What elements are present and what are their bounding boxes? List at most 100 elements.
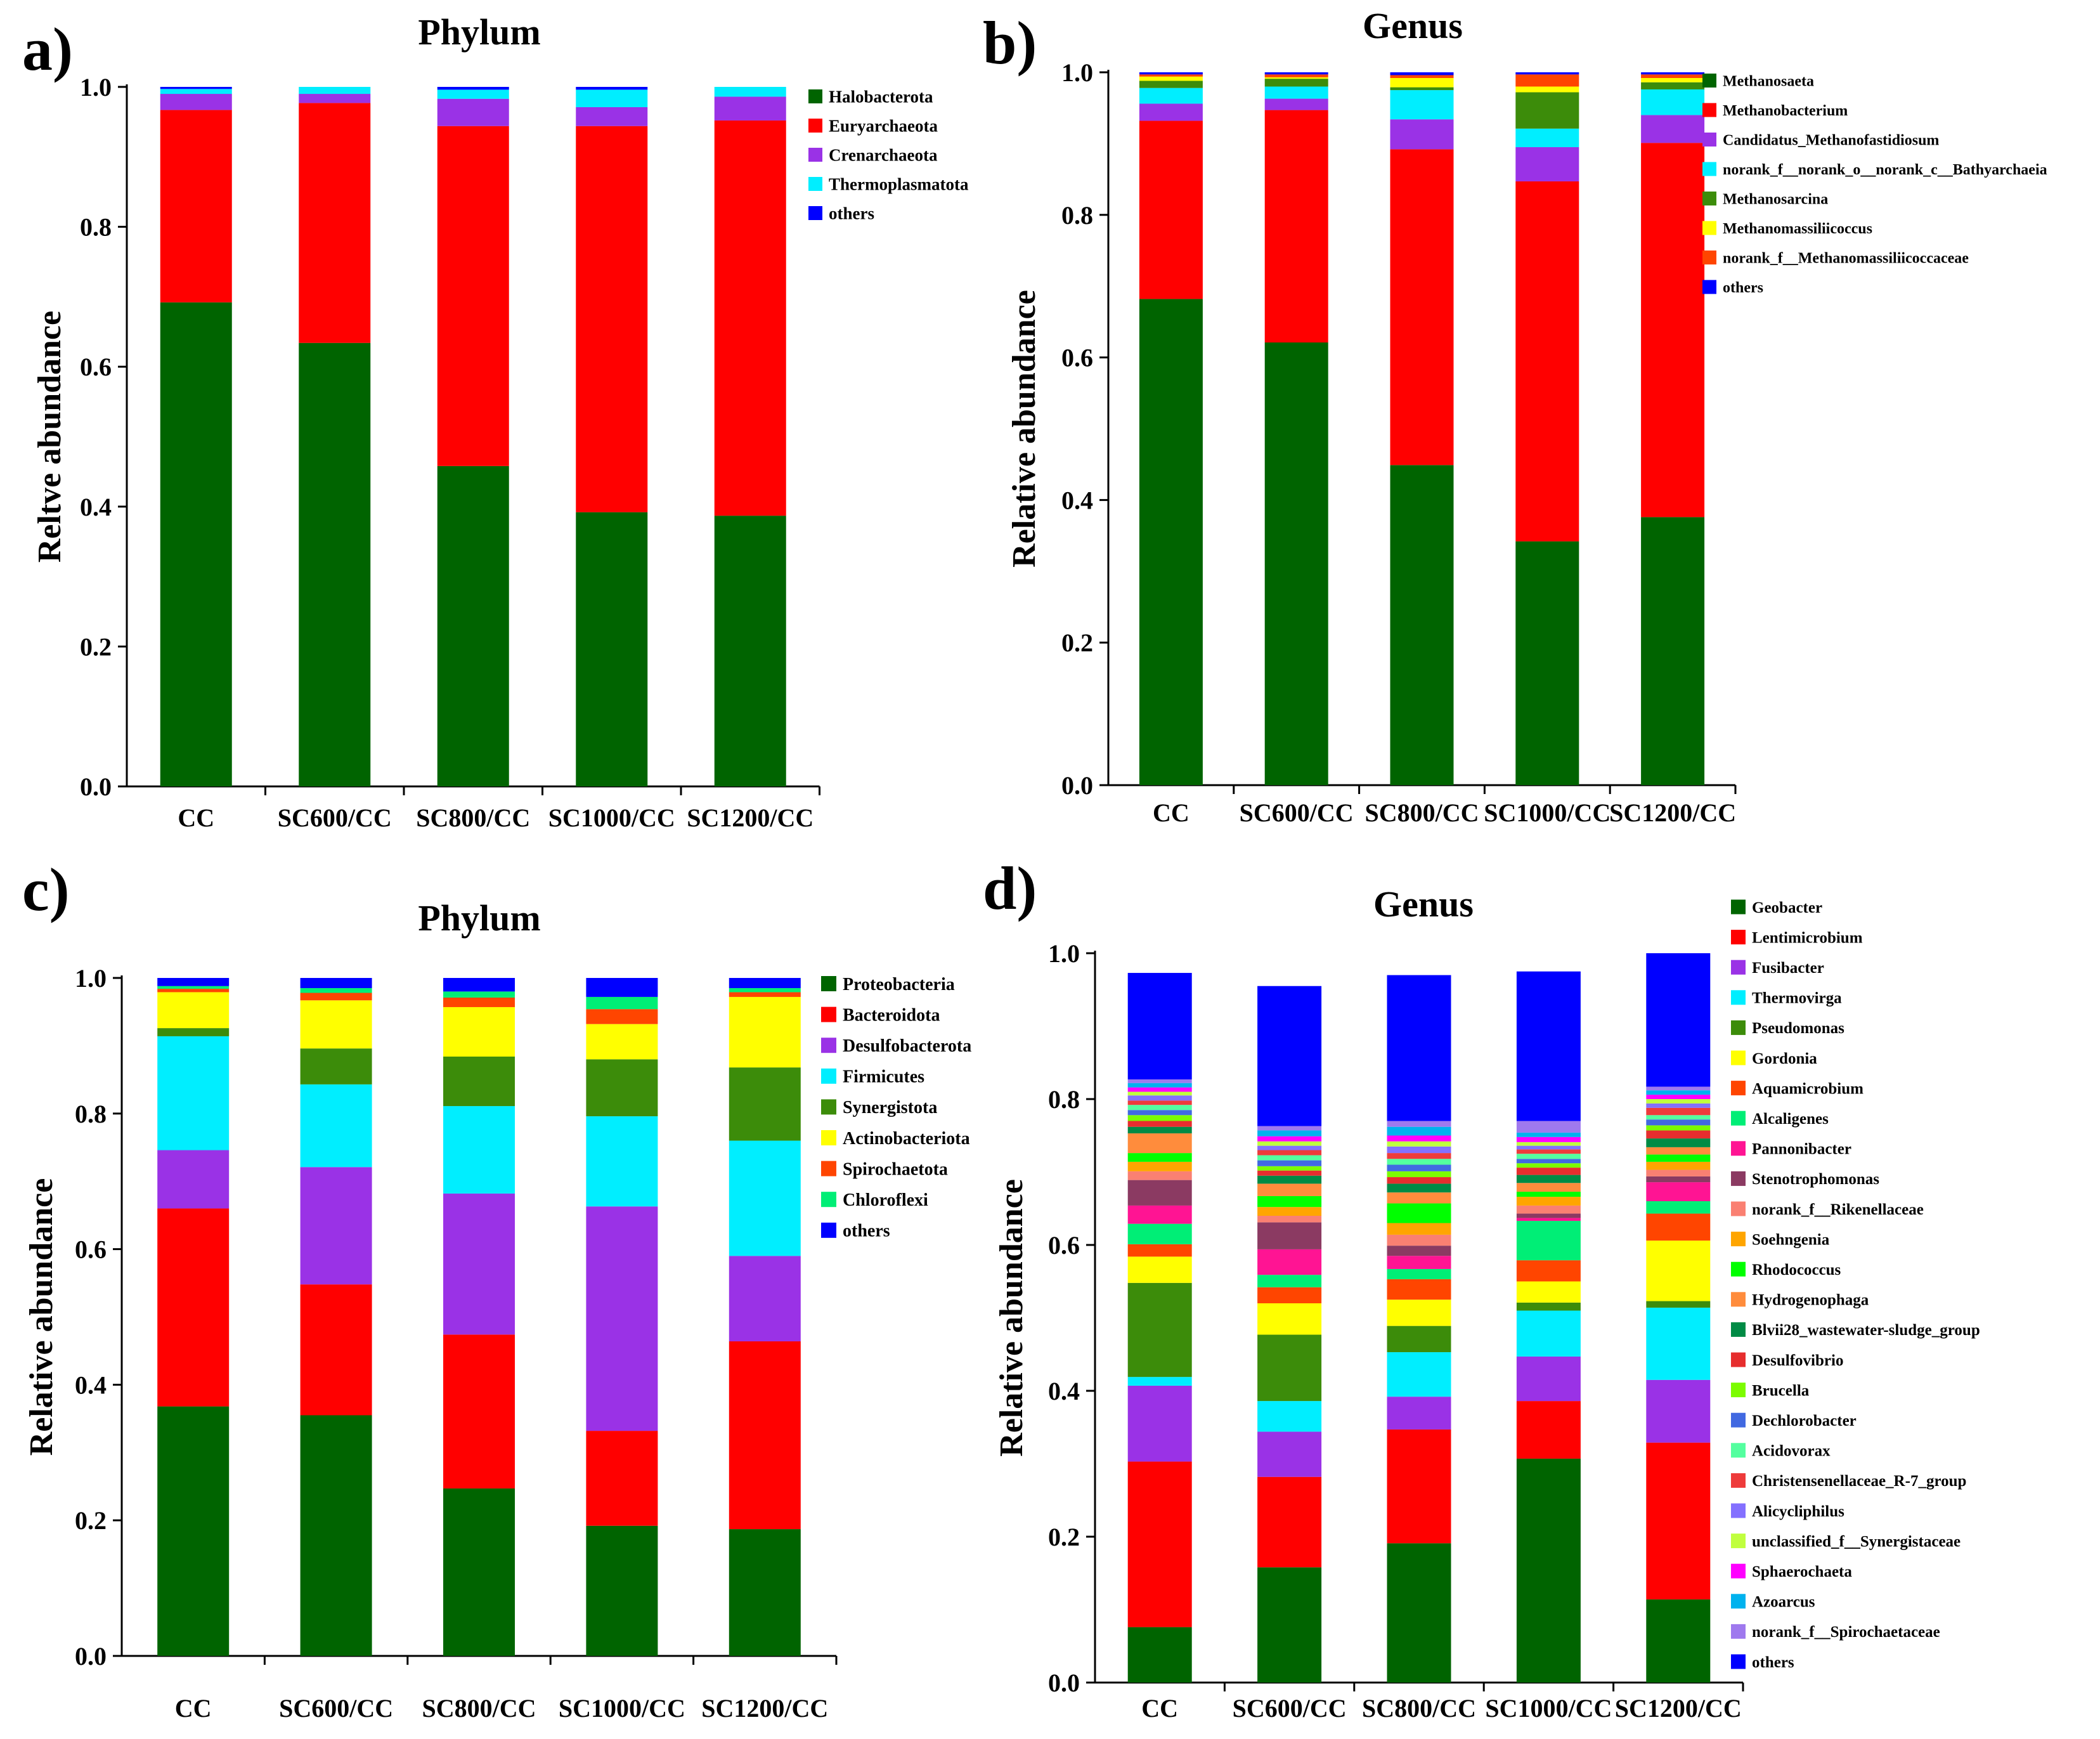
y-tick-label: 0.8 <box>80 213 112 242</box>
y-tick-label: 0.4 <box>80 493 112 521</box>
x-tick-label: SC600/CC <box>1233 1694 1347 1723</box>
legend-swatch <box>1731 1261 1746 1277</box>
bar-segment <box>1646 1599 1711 1683</box>
x-tick-label: CC <box>175 1694 212 1723</box>
bar-segment <box>1646 1201 1711 1214</box>
legend-label: Rhodococcus <box>1752 1261 1841 1279</box>
bar-segment <box>586 978 658 997</box>
bar-segment <box>1387 1325 1451 1353</box>
bar-segment <box>160 87 232 89</box>
bar-segment <box>1127 1461 1192 1627</box>
bar-segment <box>1646 1103 1711 1108</box>
bar-segment <box>714 120 786 516</box>
bar-segment <box>1516 1205 1581 1214</box>
bar-segment <box>1127 973 1192 1079</box>
bar-segment <box>729 978 801 989</box>
legend-label: Dechlorobacter <box>1752 1412 1857 1430</box>
bar-segment <box>437 126 509 466</box>
bar-segment <box>1516 1310 1581 1357</box>
bar-segment <box>1387 1299 1451 1326</box>
legend-swatch <box>1731 1654 1746 1669</box>
bar-segment <box>1127 1161 1192 1171</box>
bar-segment <box>586 1431 658 1526</box>
bar-segment <box>729 1067 801 1141</box>
bar-segment <box>1387 1121 1451 1127</box>
bar-segment <box>1139 74 1203 77</box>
bar-segment <box>1516 1213 1581 1218</box>
bar-segment <box>157 978 230 986</box>
legend-label: Lentimicrobium <box>1752 929 1863 946</box>
legend-swatch <box>1702 74 1716 88</box>
bar-segment <box>1516 971 1581 1121</box>
bar-segment <box>729 988 801 993</box>
bar-segment <box>443 1006 515 1057</box>
bar-segment <box>1515 147 1579 181</box>
bar-segment <box>1515 181 1579 542</box>
bar-segment <box>586 1525 658 1656</box>
bar-segment <box>160 89 232 94</box>
bar-segment <box>1387 1141 1451 1147</box>
legend-swatch <box>1731 1503 1746 1518</box>
bar-segment <box>1646 1169 1711 1176</box>
bar-segment <box>1387 1135 1451 1142</box>
legend-swatch <box>1702 103 1716 117</box>
bar-segment <box>1516 1281 1581 1303</box>
bar-segment <box>1390 90 1454 120</box>
bar-segment <box>1641 143 1705 518</box>
x-tick-label: CC <box>1153 798 1189 827</box>
bar-segment <box>1515 86 1579 93</box>
bar-segment <box>1264 342 1328 785</box>
bar-segment <box>1516 1175 1581 1183</box>
bar-segment <box>586 1009 658 1024</box>
x-tick-label: SC1200/CC <box>1615 1694 1742 1723</box>
bar-segment <box>1646 1213 1711 1241</box>
legend-swatch <box>821 976 836 991</box>
bar-segment <box>1139 103 1203 121</box>
legend-label: norank_f__Spirochaetaceae <box>1752 1624 1940 1641</box>
bar-segment <box>1257 1160 1322 1166</box>
bar-segment <box>576 126 648 512</box>
bar-segment <box>1257 1476 1322 1568</box>
bar-segment <box>714 516 786 786</box>
y-tick-label: 0.2 <box>75 1506 107 1535</box>
bar-segment <box>1516 1154 1581 1159</box>
bar-segment <box>1127 1083 1192 1088</box>
bar-segment <box>1390 465 1454 785</box>
legend-swatch <box>1731 960 1746 975</box>
bar-segment <box>160 110 232 303</box>
bar-segment <box>300 1167 372 1285</box>
x-tick-label: SC600/CC <box>1240 798 1354 827</box>
legend-label: Alicycliphilus <box>1752 1503 1844 1520</box>
bar-segment <box>1387 1171 1451 1178</box>
bar-segment <box>1387 1126 1451 1136</box>
bar-segment <box>157 992 230 1029</box>
bar-segment <box>1641 82 1705 89</box>
bar-segment <box>1387 1153 1451 1159</box>
legend-swatch <box>1731 1081 1746 1096</box>
bar-segment <box>437 98 509 126</box>
bar-segment <box>300 1084 372 1168</box>
bar-segment <box>299 94 371 103</box>
bar-segment <box>1646 1182 1711 1201</box>
bar-segment <box>1257 1195 1322 1208</box>
bar-segment <box>576 89 648 107</box>
legend-swatch <box>1702 280 1716 294</box>
legend-label: Christensenellaceae_R-7_group <box>1752 1473 1966 1490</box>
legend-label: Soehngenia <box>1752 1231 1830 1248</box>
bar-segment <box>1646 1307 1711 1380</box>
legend-label: Methanosaeta <box>1723 73 1814 89</box>
y-tick-label: 0.0 <box>80 772 112 801</box>
bar-segment <box>1387 1429 1451 1544</box>
legend-swatch <box>808 177 822 191</box>
legend-swatch <box>1731 1563 1746 1579</box>
legend-swatch <box>1731 1534 1746 1549</box>
bar-segment <box>1641 72 1705 75</box>
legend-label: Desulfovibrio <box>1752 1352 1843 1369</box>
bar-segment <box>1127 1133 1192 1154</box>
legend-swatch <box>1702 192 1716 205</box>
bar-segment <box>1646 1241 1711 1301</box>
legend-label: Gordonia <box>1752 1050 1817 1067</box>
bar-segment <box>1257 1431 1322 1477</box>
bar-segment <box>1257 1287 1322 1303</box>
bar-segment <box>1515 92 1579 129</box>
